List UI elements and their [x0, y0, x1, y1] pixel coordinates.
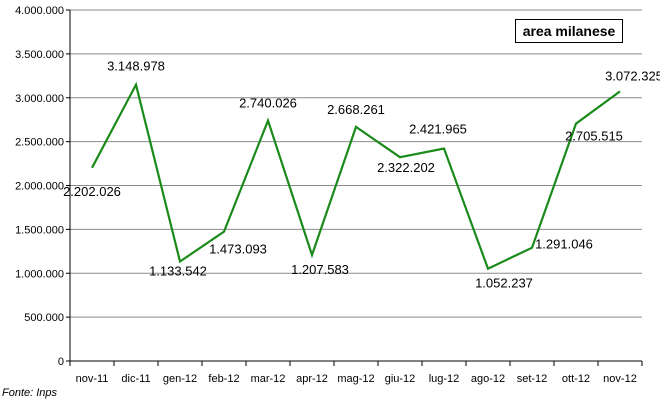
y-tick-label: 1.500.000 — [15, 224, 64, 236]
data-label: 1.291.046 — [535, 237, 593, 252]
y-tick-label: 1.000.000 — [15, 268, 64, 280]
y-tick-label: 2.000.000 — [15, 181, 64, 193]
x-tick-label: dic-11 — [121, 373, 150, 385]
x-tick-label: mag-12 — [337, 373, 374, 385]
data-label: 2.322.202 — [377, 160, 435, 175]
x-axis-ticks: nov-11 dic-11 gen-12 feb-12 mar-12 apr-12 mag-… — [69, 361, 643, 385]
data-label: 1.207.583 — [291, 262, 349, 277]
y-axis-ticks: 0 500.000 1.000.000 1.500.000 2.000.000 2.500… — [15, 5, 70, 368]
data-label: 2.705.515 — [565, 129, 623, 144]
series-line — [91, 81, 621, 271]
data-label: 2.421.965 — [409, 121, 467, 136]
data-label: 2.202.026 — [63, 184, 121, 199]
x-tick-label: set-12 — [517, 373, 548, 385]
x-tick-label: giu-12 — [385, 373, 416, 385]
x-tick-label: feb-12 — [208, 373, 239, 385]
x-tick-label: lug-12 — [429, 373, 460, 385]
y-tick-label: 3.500.000 — [15, 49, 64, 61]
x-tick-label: gen-12 — [163, 373, 197, 385]
y-tick-label: 2.500.000 — [15, 137, 64, 149]
data-label: 1.473.093 — [209, 242, 267, 257]
data-label: 2.740.026 — [239, 96, 297, 111]
data-label: 3.072.325 — [605, 68, 660, 83]
y-tick-label: 4.000.000 — [15, 5, 64, 17]
source-note: Fonte: Inps — [2, 387, 58, 399]
series-area-milanese — [91, 81, 621, 271]
x-tick-label: nov-11 — [76, 373, 109, 385]
chart-title-box: area milanese — [515, 19, 623, 43]
x-tick-label: mar-12 — [251, 373, 286, 385]
y-tick-label: 3.000.000 — [15, 93, 64, 105]
data-label: 1.052.237 — [475, 276, 533, 291]
data-label: 3.148.978 — [107, 59, 165, 74]
y-tick-label: 500.000 — [24, 312, 64, 324]
data-label: 2.668.261 — [327, 102, 385, 117]
x-tick-label: ago-12 — [471, 373, 505, 385]
gridlines — [70, 9, 642, 318]
x-tick-label: nov-12 — [603, 373, 637, 385]
x-tick-label: ott-12 — [562, 373, 590, 385]
chart-title: area milanese — [522, 23, 616, 39]
x-tick-label: apr-12 — [296, 373, 328, 385]
y-tick-label: 0 — [58, 356, 64, 368]
data-label: 1.133.542 — [149, 264, 207, 279]
